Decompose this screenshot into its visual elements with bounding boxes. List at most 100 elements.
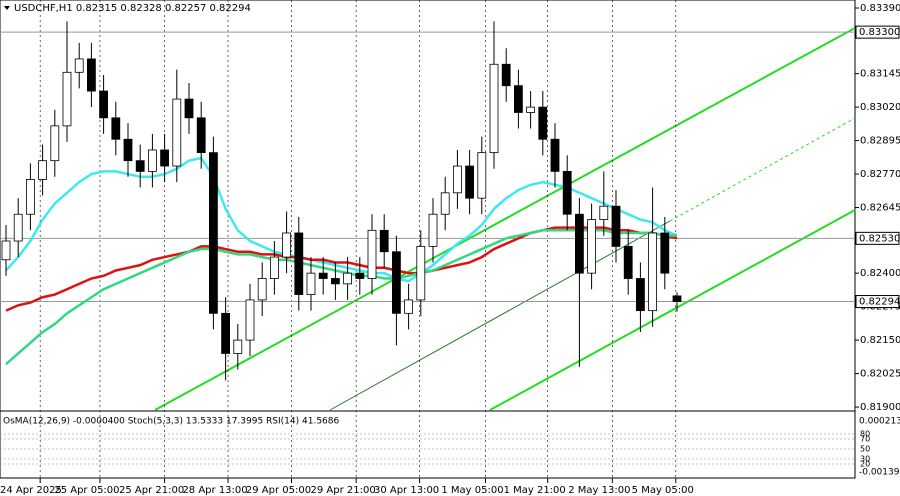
candle-body [99, 90, 108, 119]
candle-body [25, 179, 35, 215]
y-tick-label: 0.82025 [860, 369, 900, 380]
level-label: 80 [860, 430, 870, 439]
level-label: 20 [860, 460, 870, 469]
candle-body [208, 152, 218, 314]
candle-body [416, 245, 426, 301]
moving-average [5, 226, 678, 312]
candle-body [245, 299, 255, 341]
candle-body [282, 232, 292, 258]
x-tick-label: 2 May 13:00 [568, 485, 630, 496]
candle-body [452, 165, 462, 194]
candle-body [38, 160, 47, 180]
x-tick-label: 24 Apr 2025 [0, 485, 62, 496]
x-tick-label: 1 May 21:00 [504, 485, 566, 496]
candle-body [489, 63, 499, 154]
moving-average [5, 229, 677, 366]
candle-body [367, 229, 377, 279]
x-tick-label: 25 Apr 05:00 [54, 485, 119, 496]
channel-upper [154, 27, 856, 411]
price-box [855, 25, 900, 39]
candle-body [13, 213, 23, 242]
candle-body [123, 138, 133, 162]
candle-body [562, 170, 572, 215]
price-box-label: 0.82530 [859, 233, 900, 244]
candle-body [636, 278, 645, 312]
menu-icon [4, 6, 10, 10]
y-tick-label: 0.82770 [860, 169, 900, 180]
candle-body [526, 106, 535, 113]
candle-body [623, 245, 633, 279]
quote-open: 0.82315 [76, 3, 117, 14]
candle-body [74, 58, 84, 73]
channel-lower [489, 209, 856, 411]
candle-body [269, 256, 279, 279]
x-tick-label: 5 May 05:00 [632, 485, 694, 496]
quote-high: 0.82328 [120, 3, 161, 14]
candle-body [343, 272, 353, 285]
candle-body [538, 106, 548, 140]
candle-body [233, 339, 243, 354]
candle-body [550, 138, 560, 172]
y-tick-label: 0.82895 [860, 136, 900, 147]
candle-body [196, 117, 206, 154]
y-tick-label: 0.82645 [860, 203, 900, 214]
candle-body [391, 251, 401, 314]
x-tick-label: 28 Apr 13:00 [182, 485, 247, 496]
chart-title: USDCHF,H1 0.82315 0.82328 0.82257 0.8229… [14, 3, 251, 14]
candle-body [257, 278, 267, 301]
candle-body [50, 125, 60, 162]
candle-body [330, 278, 340, 285]
candle-body [87, 58, 96, 92]
candle-body [221, 312, 231, 354]
symbol: USDCHF,H1 [14, 3, 73, 14]
y-tick-label: 0.82400 [860, 268, 900, 279]
candle-body [306, 272, 316, 295]
candle-body [135, 160, 145, 172]
price-box-label: 0.83300 [859, 27, 900, 38]
y-tick-label: 0.81900 [860, 402, 900, 413]
candle-body [599, 205, 609, 220]
candle-body [428, 213, 438, 247]
candle-body [648, 232, 657, 312]
level-label: 50 [860, 445, 870, 454]
candle-body [404, 299, 414, 314]
candle-body [672, 295, 682, 302]
price-box [855, 231, 900, 245]
y-tick-label: 0.83390 [860, 3, 900, 14]
candle-body [440, 192, 450, 215]
osma-min: -0.001397 [859, 468, 900, 478]
plot-frame [0, 0, 856, 479]
x-tick-label: 30 Apr 13:00 [374, 485, 439, 496]
x-tick-label: 1 May 05:00 [441, 485, 503, 496]
candle-body [172, 98, 182, 167]
level-label: 70 [860, 435, 870, 444]
level-label: 30 [860, 455, 870, 464]
price-box [855, 295, 900, 309]
y-tick-label: 0.82150 [860, 335, 900, 346]
candle-body [147, 149, 157, 172]
indicator-title: OsMA(12,26,9) -0.0000400 Stoch(5,3,3) 13… [3, 417, 339, 427]
candle-body [62, 71, 72, 127]
candle-body [318, 272, 328, 279]
y-tick-label: 0.83020 [860, 102, 900, 113]
x-tick-label: 29 Apr 21:00 [311, 485, 376, 496]
candle-body [514, 85, 523, 113]
candle-body [111, 117, 121, 140]
quote-close: 0.82294 [210, 3, 251, 14]
x-tick-label: 25 Apr 21:00 [119, 485, 184, 496]
candle-body [501, 63, 511, 87]
y-tick-label: 0.83145 [860, 69, 900, 80]
candle-body [611, 205, 621, 247]
quote-low: 0.82257 [165, 3, 206, 14]
price-box-label: 0.82294 [859, 297, 900, 308]
candle-body [184, 98, 194, 119]
x-tick-label: 29 Apr 05:00 [246, 485, 311, 496]
candle-body [379, 229, 389, 253]
channel-mid [329, 220, 671, 411]
candle-body [477, 152, 487, 199]
candle-body [1, 240, 11, 261]
candle-body [660, 232, 670, 274]
candle-body [465, 165, 475, 199]
candle-body [355, 272, 365, 279]
